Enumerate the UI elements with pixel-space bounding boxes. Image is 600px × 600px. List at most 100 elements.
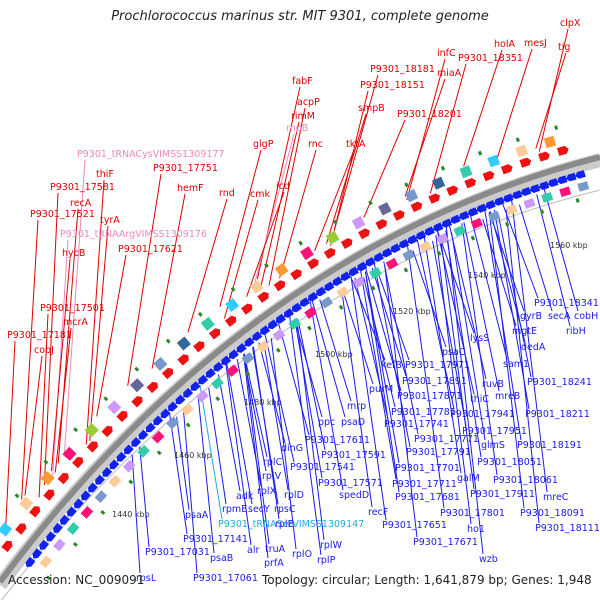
gene-label[interactable]: P9301_18341 <box>534 298 599 309</box>
gene-label[interactable]: galM <box>457 473 480 484</box>
gene-label[interactable]: rplV <box>262 471 282 482</box>
gene-label[interactable]: psaA <box>185 510 209 521</box>
gene-label[interactable]: dedA <box>521 342 546 353</box>
gene-label[interactable]: P9301_18241 <box>527 377 592 388</box>
gene-label[interactable]: spedD <box>339 490 369 501</box>
gene-label[interactable]: purM <box>369 384 393 395</box>
gene-label[interactable]: rplD <box>284 490 304 501</box>
gene-label[interactable]: recF <box>368 507 388 518</box>
gene-label[interactable]: hemF <box>177 183 204 194</box>
gene-label[interactable]: P9301_18211 <box>525 409 590 420</box>
gene-label[interactable]: P9301_17581 <box>50 182 115 193</box>
gene-label[interactable]: P9301_18091 <box>520 508 585 519</box>
gene-label[interactable]: truA <box>265 544 286 555</box>
gene-label[interactable]: mreB <box>495 391 520 402</box>
gene-label[interactable]: P9301_17571 <box>318 478 383 489</box>
gene-label[interactable]: secY <box>248 504 270 515</box>
gene-label[interactable]: mcrA <box>63 317 88 328</box>
gene-label[interactable]: P9301_18111 <box>535 523 600 534</box>
gene-label[interactable]: P9301_17651 <box>382 520 447 531</box>
gene-label[interactable]: P9301_17141 <box>183 534 248 545</box>
gene-label[interactable]: P9301_18151 <box>360 80 425 91</box>
gene-label[interactable]: P9301_17771 <box>414 434 479 445</box>
gene-label[interactable]: P9301_18191 <box>517 440 582 451</box>
gene-label[interactable]: P9301_17541 <box>290 462 355 473</box>
gene-label[interactable]: cobH <box>574 311 598 322</box>
gene-label[interactable]: rpsL <box>136 573 157 584</box>
gene-label[interactable]: P9301_17871 <box>397 391 462 402</box>
gene-label[interactable]: sam1 <box>503 359 529 370</box>
gene-label[interactable]: P9301_17621 <box>118 244 183 255</box>
gene-label[interactable]: P9301_18051 <box>477 457 542 468</box>
gene-label[interactable]: P9301_17971 <box>405 360 470 371</box>
gene-label[interactable]: adk <box>236 491 254 502</box>
gene-label[interactable]: tktA <box>346 139 366 150</box>
gene-label[interactable]: P9301_18201 <box>397 109 462 120</box>
gene-label[interactable]: rnpB <box>286 123 308 134</box>
gene-label[interactable]: hycB <box>62 248 85 259</box>
gene-label[interactable]: rpsC <box>274 504 296 515</box>
gene-label[interactable]: P9301_17781 <box>391 407 456 418</box>
gene-label[interactable]: psaB <box>210 553 233 564</box>
gene-label[interactable]: prfA <box>264 558 284 569</box>
gene-label[interactable]: ribH <box>566 326 586 337</box>
gene-label[interactable]: ho1 <box>467 524 485 535</box>
gene-label[interactable]: rpmE <box>222 504 247 515</box>
gene-label[interactable]: holA <box>494 39 515 50</box>
gene-label[interactable]: P9301_18061 <box>493 475 558 486</box>
gene-label[interactable]: ruvB <box>482 379 504 390</box>
gene-label[interactable]: ppc <box>318 417 335 428</box>
gene-label[interactable]: P9301_17951 <box>462 426 527 437</box>
gene-label[interactable]: P9301_17521 <box>30 209 95 220</box>
gene-label[interactable]: cobJ <box>34 345 54 356</box>
gene-label[interactable]: P9301_17891 <box>402 376 467 387</box>
gene-label[interactable]: clpX <box>560 18 581 29</box>
gene-label[interactable]: P9301_17791 <box>406 447 471 458</box>
gene-label[interactable]: P9301_18351 <box>458 53 523 64</box>
gene-label[interactable]: P9301_17911 <box>470 489 535 500</box>
gene-label[interactable]: P9301_17671 <box>413 537 478 548</box>
gene-label[interactable]: rplP <box>317 555 336 566</box>
gene-label[interactable]: P9301_17181 <box>7 330 72 341</box>
gene-label[interactable]: rplX <box>257 486 277 497</box>
gene-label[interactable]: alr <box>247 545 259 556</box>
gene-label[interactable]: P9301_17801 <box>440 508 505 519</box>
gene-label[interactable]: fabF <box>292 76 313 87</box>
gene-label[interactable]: P9301_17501 <box>40 303 105 314</box>
gene-label[interactable]: rimM <box>291 111 315 122</box>
gene-label[interactable]: mgtE <box>512 326 537 337</box>
gene-label[interactable]: tig <box>558 42 570 53</box>
gene-label[interactable]: thiC <box>470 394 489 405</box>
gene-label[interactable]: psaC <box>442 347 466 358</box>
gene-label[interactable]: P9301_17061 <box>193 573 258 584</box>
gene-label[interactable]: rplO <box>292 549 312 560</box>
gene-label[interactable]: recA <box>70 198 92 209</box>
gene-label[interactable]: acpP <box>297 97 320 108</box>
gene-label[interactable]: lysS <box>470 333 489 344</box>
gene-label[interactable]: P9301_18181 <box>370 64 435 75</box>
gene-label[interactable]: P9301_17751 <box>153 163 218 174</box>
gene-label[interactable]: gyrB <box>520 311 542 322</box>
gene-label[interactable]: cmk <box>250 189 270 200</box>
gene-label[interactable]: secA <box>548 311 571 322</box>
gene-label[interactable]: P9301_17701 <box>395 463 460 474</box>
gene-label[interactable]: P9301_17611 <box>305 435 370 446</box>
gene-label[interactable]: P9301_tRNACysVIMSS1309177 <box>77 149 225 160</box>
gene-label[interactable]: mreC <box>543 492 569 503</box>
gene-label[interactable]: P9301_17711 <box>392 479 457 490</box>
gene-label[interactable]: P9301_17031 <box>145 547 210 558</box>
gene-label[interactable]: smpB <box>358 103 385 114</box>
gene-label[interactable]: glgP <box>253 139 274 150</box>
gene-label[interactable]: icd <box>276 181 290 192</box>
gene-label[interactable]: dinG <box>281 443 303 454</box>
gene-label[interactable]: rplC <box>263 457 283 468</box>
gene-label[interactable]: mrp <box>347 401 366 412</box>
gene-label[interactable]: P9301_17591 <box>321 450 386 461</box>
gene-label[interactable]: thiF <box>96 169 114 180</box>
gene-label[interactable]: glmS <box>481 440 505 451</box>
gene-label[interactable]: kefB <box>381 360 402 371</box>
gene-label[interactable]: rnd <box>219 188 235 199</box>
gene-label[interactable]: mesJ <box>524 38 547 49</box>
gene-label[interactable]: miaA <box>437 68 462 79</box>
gene-label[interactable]: P9301_tRNAArgVIMSS1309176 <box>60 229 207 240</box>
